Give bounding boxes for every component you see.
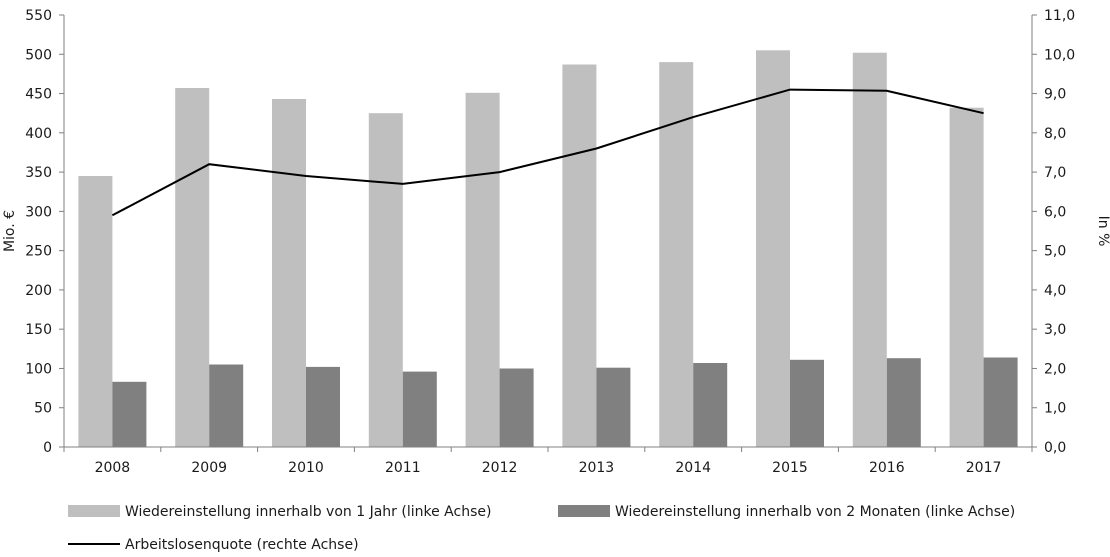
legend: Wiedereinstellung innerhalb von 1 Jahr (… [68, 504, 1015, 553]
y-left-tick-label: 0 [43, 440, 52, 456]
bar-two-months-2017 [983, 357, 1018, 447]
y-right-tick-label: 8,0 [1044, 126, 1066, 142]
x-tick-label-2010: 2010 [288, 460, 324, 476]
bar-one-year-2017 [949, 107, 984, 447]
legend-swatch [558, 505, 610, 517]
y-left-tick-label: 50 [34, 401, 52, 417]
legend-label: Arbeitslosenquote (rechte Achse) [125, 537, 359, 553]
y-right-tick-label: 10,0 [1044, 47, 1075, 63]
axes-layer [59, 14, 1037, 452]
y-left-tick-label: 300 [25, 204, 52, 220]
bar-two-months-2014 [693, 363, 728, 447]
bar-one-year-2012 [465, 92, 500, 448]
labels-layer: 0 50 100 150 200 250 300 350 400 450 500 550 0,0 1,0 2… [2, 8, 1110, 476]
line-arbeitslosenquote [111, 88, 984, 217]
y-right-tick-label: 5,0 [1044, 244, 1066, 260]
y-left-tick-label: 450 [25, 87, 52, 103]
legend-label: Wiedereinstellung innerhalb von 1 Jahr (… [125, 504, 491, 520]
y-left-tick-label: 150 [25, 322, 52, 338]
legend-label: Wiedereinstellung innerhalb von 2 Monate… [615, 504, 1015, 520]
bar-two-months-2009 [209, 364, 244, 447]
y-left-tick-label: 350 [25, 165, 52, 181]
bar-one-year-2011 [368, 113, 403, 447]
y-left-tick-label: 100 [25, 361, 52, 377]
bar-one-year-2009 [175, 88, 210, 447]
bar-one-year-2016 [852, 52, 887, 447]
y-left-tick-label: 250 [25, 244, 52, 260]
line-layer [111, 88, 984, 217]
y-right-tick-label: 6,0 [1044, 204, 1066, 220]
x-tick-label-2012: 2012 [482, 460, 518, 476]
x-tick-label-2011: 2011 [385, 460, 421, 476]
y-right-tick-label: 1,0 [1044, 401, 1066, 417]
x-tick-label-2016: 2016 [869, 460, 905, 476]
x-tick-label-2013: 2013 [579, 460, 615, 476]
bar-one-year-2015 [756, 50, 790, 448]
y-right-tick-label: 3,0 [1044, 322, 1066, 338]
bar-one-year-2008 [78, 176, 113, 447]
y-right-tick-label: 9,0 [1044, 87, 1066, 103]
y-left-tick-label: 200 [25, 283, 52, 299]
x-tick-label-2015: 2015 [772, 460, 808, 476]
bar-one-year-2010 [272, 99, 306, 447]
bar-two-months-2016 [886, 358, 921, 447]
legend-item-one-year: Wiedereinstellung innerhalb von 1 Jahr (… [68, 504, 491, 520]
x-tick-label-2014: 2014 [675, 460, 711, 476]
y-right-tick-label: 2,0 [1044, 361, 1066, 377]
bar-two-months-2010 [306, 366, 340, 447]
bars-layer [78, 50, 1018, 448]
y-left-axis-title: Mio. € [2, 210, 18, 252]
legend-item-two-months: Wiedereinstellung innerhalb von 2 Monate… [558, 504, 1015, 520]
bar-two-months-2008 [112, 381, 147, 447]
y-right-tick-label: 11,0 [1044, 8, 1075, 24]
legend-swatch [68, 505, 120, 517]
y-left-tick-label: 550 [25, 8, 52, 24]
bar-two-months-2013 [596, 367, 631, 447]
y-right-axis-title: In % [1095, 216, 1110, 247]
y-left-tick-label: 500 [25, 47, 52, 63]
x-tick-label-2017: 2017 [966, 460, 1002, 476]
bar-one-year-2013 [562, 64, 597, 447]
y-right-tick-label: 4,0 [1044, 283, 1066, 299]
bar-one-year-2014 [659, 62, 694, 447]
y-left-tick-label: 400 [25, 126, 52, 142]
x-tick-label-2008: 2008 [95, 460, 131, 476]
x-tick-label-2009: 2009 [191, 460, 227, 476]
y-right-tick-label: 7,0 [1044, 165, 1066, 181]
legend-item-arbeitslosenquote: Arbeitslosenquote (rechte Achse) [68, 537, 359, 553]
bar-two-months-2011 [402, 371, 437, 447]
bar-two-months-2012 [499, 368, 534, 447]
bar-two-months-2015 [790, 359, 824, 447]
y-right-tick-label: 0,0 [1044, 440, 1066, 456]
